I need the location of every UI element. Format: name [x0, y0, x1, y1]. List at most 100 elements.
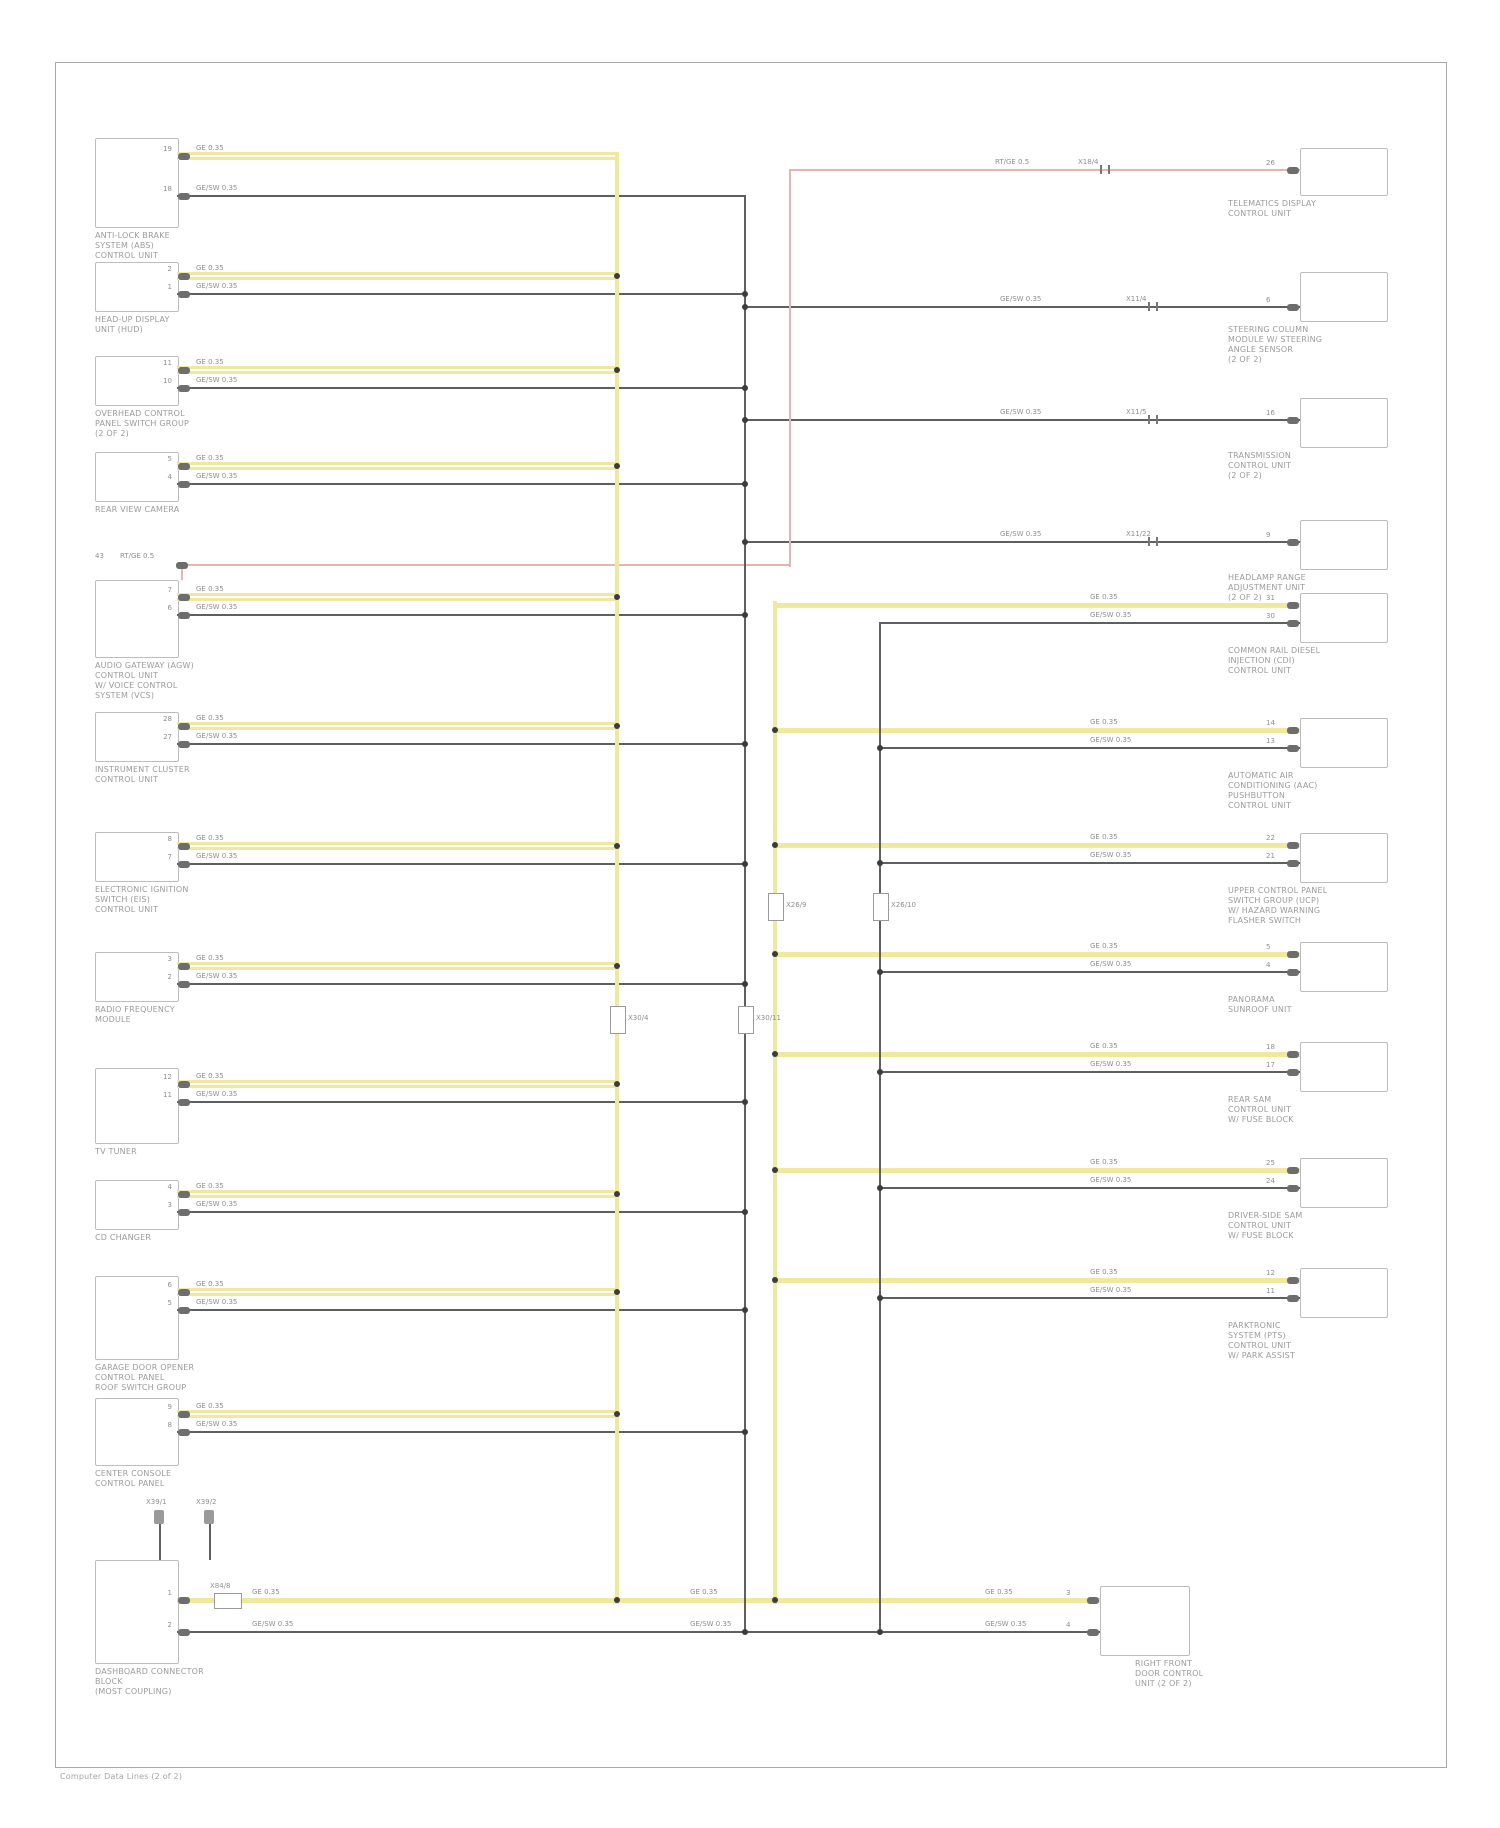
- junction-dot: [772, 951, 778, 957]
- inline-connector-label: X30/4: [628, 1014, 649, 1022]
- component-box-left-4: [95, 452, 179, 502]
- antenna-stem-label: X39/2: [196, 1498, 217, 1506]
- wire-dark: [177, 1101, 746, 1103]
- wire-dark: [744, 419, 1300, 421]
- junction-dot: [742, 385, 748, 391]
- component-label: CONTROL UNIT: [1228, 801, 1292, 810]
- connector-glyph: [178, 861, 190, 868]
- pin-label: 3: [167, 955, 172, 963]
- component-label: SYSTEM (PTS): [1228, 1331, 1286, 1340]
- component-box-right-12: [1100, 1586, 1190, 1656]
- wire-code-label: GE 0.35: [196, 454, 224, 462]
- junction-dot: [742, 304, 748, 310]
- component-label: GARAGE DOOR OPENER: [95, 1363, 195, 1372]
- connector-glyph: [178, 273, 190, 280]
- pin-label: 8: [167, 835, 172, 843]
- component-box-left-13: [95, 1560, 179, 1664]
- junction-dot: [742, 417, 748, 423]
- pin-label: 14: [1266, 719, 1275, 727]
- wire-code-label: GE 0.35: [196, 358, 224, 366]
- inline-connector-label: X11/22: [1126, 530, 1151, 538]
- component-box-left-8: [95, 952, 179, 1002]
- wire-code-label: GE/SW 0.35: [1090, 1286, 1132, 1294]
- wire-code-label: GE/SW 0.35: [1090, 960, 1132, 968]
- wire-code-label: GE 0.35: [196, 834, 224, 842]
- connector-glyph: [176, 562, 188, 569]
- component-box-right-4: [1300, 520, 1388, 570]
- pin-label: 28: [163, 715, 172, 723]
- component-label: UPPER CONTROL PANEL: [1228, 886, 1328, 895]
- junction-dot: [742, 741, 748, 747]
- wire-code-label: GE/SW 0.35: [690, 1620, 732, 1628]
- wire-code-label: GE 0.35: [196, 264, 224, 272]
- connector-glyph: [1287, 969, 1299, 976]
- pin-label: 11: [163, 359, 172, 367]
- component-label: HEAD-UP DISPLAY: [95, 315, 170, 324]
- connector-glyph: [178, 1099, 190, 1106]
- inline-connector-tick: [1148, 415, 1150, 424]
- component-label: REAR SAM: [1228, 1095, 1272, 1104]
- connector-glyph: [178, 153, 190, 160]
- component-label: CONTROL UNIT: [1228, 666, 1292, 675]
- wire-code-label: GE 0.35: [196, 954, 224, 962]
- pin-label: 4: [1266, 961, 1271, 969]
- component-label: COMMON RAIL DIESEL: [1228, 646, 1321, 655]
- component-label: CONTROL PANEL: [95, 1479, 165, 1488]
- connector-glyph: [178, 1597, 190, 1604]
- bus-dark-right: [879, 622, 881, 1633]
- wire-code-label: GE 0.35: [196, 1182, 224, 1190]
- component-label: SWITCH GROUP (UCP): [1228, 896, 1320, 905]
- wire-code-label: GE/SW 0.35: [985, 1620, 1027, 1628]
- pin-label: 17: [1266, 1061, 1275, 1069]
- component-label: HEADLAMP RANGE: [1228, 573, 1306, 582]
- junction-dot: [614, 843, 620, 849]
- connector-glyph: [1287, 602, 1299, 609]
- component-label: CONTROL UNIT: [1228, 1341, 1292, 1350]
- component-label: STEERING COLUMN: [1228, 325, 1309, 334]
- connector-glyph: [1287, 1167, 1299, 1174]
- wire-dark: [177, 743, 746, 745]
- junction-dot: [614, 367, 620, 373]
- bus-dark-left: [744, 195, 746, 1633]
- wire-dark: [744, 541, 1300, 543]
- junction-dot: [742, 1629, 748, 1635]
- wire-yellow: [177, 462, 619, 470]
- component-label: W/ FUSE BLOCK: [1228, 1231, 1294, 1240]
- component-label: W/ HAZARD WARNING: [1228, 906, 1321, 915]
- inline-connector-tick: [1156, 537, 1158, 546]
- wire-code-label: GE/SW 0.35: [252, 1620, 294, 1628]
- wire-dark: [879, 1071, 1300, 1073]
- component-label: ROOF SWITCH GROUP: [95, 1383, 187, 1392]
- component-box-right-9: [1300, 1042, 1388, 1092]
- component-label: (2 OF 2): [1228, 471, 1263, 480]
- connector-glyph: [178, 963, 190, 970]
- component-label: SYSTEM (ABS): [95, 241, 154, 250]
- connector-glyph: [178, 1209, 190, 1216]
- pin-label: 4: [167, 473, 172, 481]
- connector-glyph: [1087, 1597, 1099, 1604]
- component-label: PUSHBUTTON: [1228, 791, 1286, 800]
- pin-label: 5: [1266, 943, 1271, 951]
- connector-glyph: [178, 843, 190, 850]
- connector-glyph: [178, 981, 190, 988]
- connector-glyph: [178, 385, 190, 392]
- inline-connector-tick: [1108, 165, 1110, 174]
- wire-dark: [177, 387, 746, 389]
- wire-code-label: GE/SW 0.35: [196, 472, 238, 480]
- component-label: PANEL SWITCH GROUP: [95, 419, 190, 428]
- inline-connector: [768, 893, 784, 921]
- junction-dot: [614, 1597, 620, 1603]
- connector-glyph: [178, 1289, 190, 1296]
- component-label: (2 OF 2): [95, 429, 130, 438]
- connector-glyph: [178, 1191, 190, 1198]
- connector-glyph: [178, 723, 190, 730]
- wire-code-label: GE 0.35: [1090, 593, 1118, 601]
- component-box-left-6: [95, 712, 179, 762]
- pin-label: 5: [167, 455, 172, 463]
- connector-glyph: [178, 463, 190, 470]
- connector-glyph: [178, 193, 190, 200]
- inline-connector-tick: [1156, 415, 1158, 424]
- component-label: ELECTRONIC IGNITION: [95, 885, 189, 894]
- wire-code-label: RT/GE 0.5: [120, 552, 155, 560]
